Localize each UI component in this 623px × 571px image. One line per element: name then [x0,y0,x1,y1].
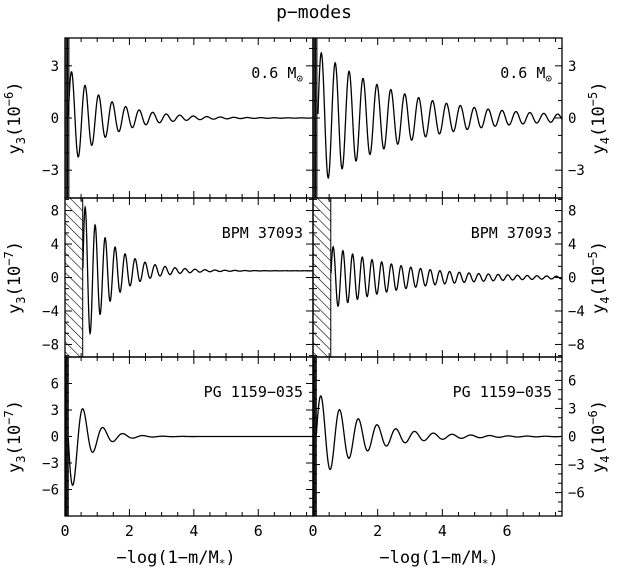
y-tick-label: 0 [568,271,576,287]
y-tick-label: 6 [51,377,59,393]
series-line [317,51,563,180]
y-tick-label: 3 [51,59,59,75]
panel-label: PG 1159−035 [204,383,303,401]
x-axis-label-left: −log(1−m/M*) [116,548,235,570]
x-tick-label: 0 [308,522,317,540]
x-tick-label: 6 [503,522,512,540]
y-axis-label: y3(10−6) [2,82,28,155]
series-line [82,204,314,336]
y-tick-label: −6 [568,486,585,502]
y-tick-label: −6 [42,483,59,499]
y-tick-label: 3 [568,401,576,417]
x-axis-label-right: −log(1−m/M*) [379,548,498,570]
y-tick-label: 0 [568,430,576,446]
y-tick-label: −8 [42,337,59,353]
x-tick-label: 4 [189,522,198,540]
y-tick-label: 0 [568,111,576,127]
panel-label: BPM 37093 [222,224,303,242]
y-tick-label: −3 [42,456,59,472]
y-tick-label: −3 [568,458,585,474]
y-axis-label: y4(10−5) [586,241,612,314]
panel-top-right: −3 0 3 0.6 M⊙ y4(10−5) [312,37,612,199]
y-tick-label: 6 [568,373,576,389]
x-tick-label: 4 [438,522,447,540]
panel-frame [312,37,563,199]
y-tick-label: 4 [568,237,576,253]
y-tick-label: 4 [51,237,59,253]
series-line [330,245,563,307]
panel-label: BPM 37093 [471,224,552,242]
panel-label: 0.6 M⊙ [251,64,303,85]
x-tick-label: 2 [125,522,134,540]
panel-bottom-right: 0 2 4 6 −6 −3 0 3 6 PG 1159−035 y4(10−6) [308,356,612,540]
y-tick-label: 3 [568,59,576,75]
y-axis-label: y4(10−6) [586,400,612,473]
y-tick-label: 8 [568,204,576,220]
y-tick-label: −4 [568,304,585,320]
panel-middle-right: −8 −4 0 4 8 BPM 37093 y4(10−5) [312,197,612,358]
y-tick-label: 8 [51,204,59,220]
y-tick-label: 0 [51,430,59,446]
panel-bottom-left: 0 2 4 6 −6 −3 0 3 6 PG 1159−035 y3(10−7) [2,356,314,540]
x-tick-label: 2 [373,522,382,540]
panel-top-left: −3 0 3 0.6 M⊙ y3(10−6) [2,37,314,199]
series-line [67,408,313,486]
panel-label: PG 1159−035 [453,383,552,401]
y-tick-label: 0 [51,271,59,287]
panel-middle-left: −8 −4 0 4 8 BPM 37093 y3(10−7) [2,197,314,358]
y-axis-label: y4(10−5) [586,82,612,155]
y-axis-label: y3(10−7) [2,400,28,473]
y-tick-label: −8 [568,337,585,353]
series-line [315,395,563,471]
y-axis-label: y3(10−7) [2,241,28,314]
y-tick-label: −4 [42,304,59,320]
y-tick-label: 3 [51,403,59,419]
panels: −3 0 3 0.6 M⊙ y3(10−6) −3 0 3 0.6 M⊙ y4(10−5) −8 −4… [2,37,612,540]
y-tick-label: −3 [568,163,585,179]
series-line [67,71,314,158]
panel-label: 0.6 M⊙ [500,64,552,85]
x-tick-label: 6 [254,522,263,540]
figure-title: p−modes [276,2,352,23]
y-tick-label: −3 [42,163,59,179]
y-tick-label: 0 [51,111,59,127]
x-tick-label: 0 [60,522,69,540]
